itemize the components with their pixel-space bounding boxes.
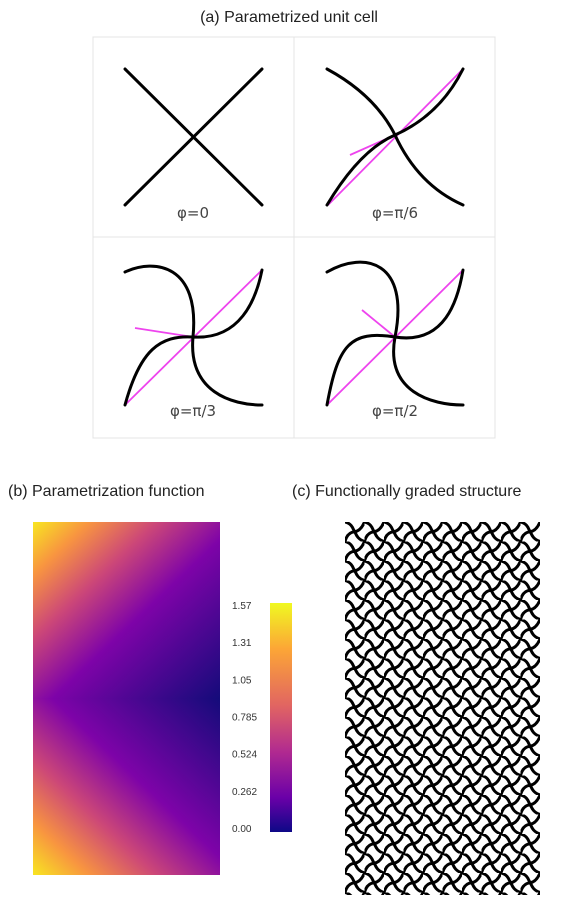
colorbar-tick-label: 1.57 xyxy=(232,601,252,612)
colorbar-tick-label: 0.785 xyxy=(232,713,257,724)
cell-label: φ=π/6 xyxy=(372,204,418,222)
panel-title: (c) Functionally graded structure xyxy=(292,483,522,500)
colorbar-tick-label: 0.262 xyxy=(232,787,257,798)
panel-title: (a) Parametrized unit cell xyxy=(200,9,378,26)
heatmap xyxy=(33,522,220,875)
colorbar-tick-label: 0.524 xyxy=(232,750,257,761)
graded-lattice xyxy=(345,522,540,895)
cell-label: φ=π/3 xyxy=(170,402,216,420)
colorbar-tick-label: 1.05 xyxy=(232,675,252,686)
colorbar-ticks: 1.57 1.31 1.05 0.785 0.524 0.262 0.00 xyxy=(232,601,257,835)
colorbar-tick-label: 1.31 xyxy=(232,638,252,649)
colorbar-tick-label: 0.00 xyxy=(232,824,252,835)
cell-label: φ=π/2 xyxy=(372,402,418,420)
cell-3 xyxy=(327,262,463,405)
cell-1 xyxy=(327,69,463,205)
figure: (a) Parametrized unit cell φ=0 φ=π/6 φ=π… xyxy=(0,0,579,902)
cell-2 xyxy=(125,266,262,405)
panel-title: (b) Parametrization function xyxy=(8,483,205,500)
colorbar xyxy=(270,603,292,832)
cell-label: φ=0 xyxy=(177,204,209,222)
cell-0 xyxy=(125,69,262,205)
